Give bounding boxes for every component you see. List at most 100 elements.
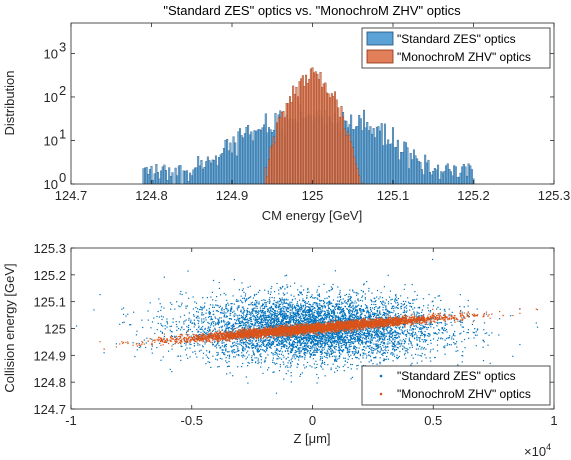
scatter-point	[379, 343, 381, 346]
scatter-point	[316, 305, 318, 308]
scatter-point	[219, 357, 221, 359]
scatter-point	[194, 324, 196, 326]
scatter-point	[455, 350, 457, 352]
scatter-point	[292, 355, 294, 357]
scatter-point	[346, 308, 348, 310]
scatter-point	[255, 293, 258, 295]
scatter-point	[355, 292, 357, 294]
scatter-point	[176, 329, 178, 331]
scatter-point	[236, 341, 238, 343]
scatter-point	[406, 347, 408, 350]
histogram-bar	[445, 165, 448, 185]
scatter-point	[395, 306, 397, 308]
scatter-point	[344, 364, 346, 366]
scatter-point	[392, 346, 394, 348]
scatter-point	[259, 355, 261, 357]
histogram-bar	[184, 170, 187, 185]
scatter-point	[304, 316, 306, 318]
histogram-bar	[187, 181, 190, 185]
scatter-point	[269, 300, 271, 302]
scatter-point	[278, 336, 280, 338]
scatter-point	[188, 297, 190, 299]
scatter-point	[290, 315, 292, 317]
scatter-point	[331, 302, 333, 305]
scatter-point	[262, 372, 264, 374]
scatter-point	[355, 357, 358, 359]
scatter-point	[265, 302, 267, 304]
scatter-point	[378, 326, 380, 328]
scatter-point	[316, 291, 318, 293]
scatter-point	[232, 295, 234, 297]
scatter-point	[284, 293, 286, 295]
scatter-point	[271, 296, 273, 299]
scatter-point	[317, 307, 319, 309]
scatter-point	[221, 307, 223, 309]
scatter-point	[347, 301, 349, 303]
scatter-point	[151, 352, 153, 354]
scatter-point	[322, 305, 324, 307]
scatter-point	[291, 307, 293, 309]
scatter-point	[285, 316, 287, 318]
scatter-point	[309, 356, 311, 358]
scatter-point	[348, 318, 350, 321]
scatter-point	[323, 342, 325, 344]
scatter-point	[260, 320, 262, 322]
scatter-point	[282, 337, 284, 339]
histogram-bar	[364, 127, 367, 185]
scatter-point	[225, 305, 227, 307]
scatter-point	[314, 318, 317, 320]
scatter-point	[396, 337, 398, 339]
scatter-point	[342, 302, 344, 304]
scatter-point	[170, 331, 172, 333]
scatter-point	[180, 304, 183, 306]
scatter-point	[306, 317, 308, 319]
scatter-point	[217, 321, 219, 323]
scatter-point	[270, 312, 272, 314]
scatter-point	[328, 313, 330, 315]
scatter-point	[461, 355, 463, 357]
scatter-point	[433, 327, 435, 329]
histogram-bar	[466, 175, 469, 185]
scatter-point	[335, 303, 337, 305]
scatter-point	[282, 285, 284, 287]
histogram-bar	[165, 170, 167, 185]
scatter-point	[285, 358, 287, 360]
scatter-point	[233, 303, 235, 305]
scatter-point	[269, 322, 271, 324]
scatter-point	[304, 310, 306, 312]
scatter-point	[377, 331, 379, 333]
scatter-point	[397, 342, 399, 344]
scatter-point	[473, 332, 475, 334]
scatter-point	[368, 330, 370, 332]
scatter-point	[188, 312, 190, 314]
scatter-point	[357, 315, 359, 318]
scatter-point	[256, 325, 258, 327]
scatter-point	[299, 308, 301, 310]
scatter-point	[445, 329, 448, 331]
scatter-point	[355, 347, 357, 349]
histogram-bar	[398, 159, 401, 185]
scatter-point	[258, 312, 260, 314]
histogram-bar	[250, 131, 253, 185]
scatter-point	[123, 307, 125, 309]
histogram-bar	[171, 172, 174, 185]
histogram-x-tick-label: 124.9	[216, 188, 249, 203]
scatter-point	[312, 334, 315, 336]
scatter-point	[440, 338, 442, 340]
scatter-point	[193, 345, 196, 347]
scatter-point	[432, 338, 435, 340]
scatter-point	[199, 335, 201, 338]
scatter-point	[332, 337, 334, 340]
histogram-bar	[437, 164, 440, 185]
scatter-point	[430, 349, 432, 351]
scatter-point	[313, 346, 315, 348]
scatter-point	[215, 304, 217, 306]
scatter-point	[355, 302, 357, 304]
scatter-point	[296, 312, 298, 315]
scatter-point	[303, 318, 305, 320]
scatter-point	[295, 338, 297, 340]
scatter-point	[266, 306, 268, 308]
scatter-point	[296, 366, 298, 368]
scatter-point	[356, 292, 358, 294]
scatter-point	[279, 340, 281, 343]
